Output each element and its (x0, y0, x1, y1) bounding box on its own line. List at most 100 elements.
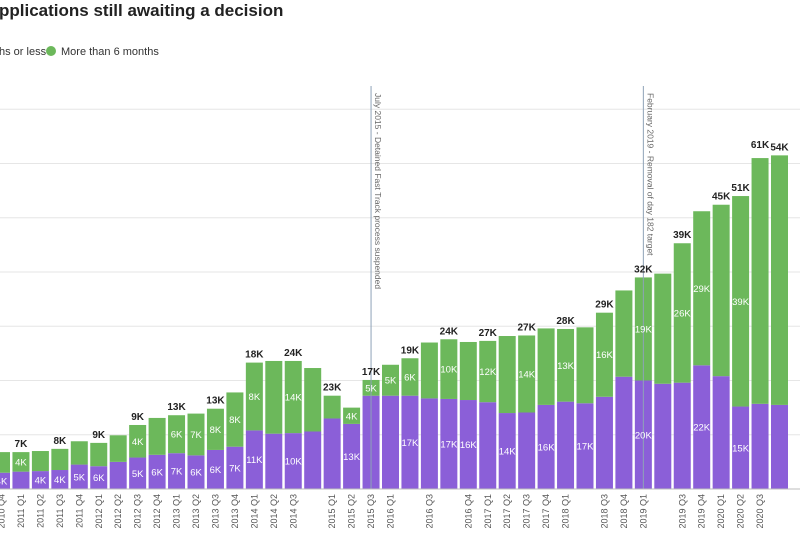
total-label: 29K (595, 300, 614, 311)
bar-six-months-or-less (576, 403, 594, 489)
total-label: 13K (206, 396, 225, 407)
total-label: 7K (15, 439, 29, 450)
bar-six-months-or-less (751, 403, 769, 489)
legend-marker-more-than-six-months (46, 46, 56, 56)
bar-more-than-six-months (771, 155, 788, 405)
bar-six-months-or-less (557, 401, 575, 489)
bar-more-than-six-months (168, 415, 186, 454)
total-label: 17K (362, 367, 381, 378)
bar-more-than-six-months (693, 211, 711, 366)
bar-more-than-six-months (343, 407, 361, 424)
bar-more-than-six-months (732, 196, 750, 407)
lower-segment-label: 6K (151, 467, 163, 478)
upper-segment-label: 8K (229, 415, 241, 426)
bar-six-months-or-less (206, 449, 224, 489)
x-tick-label: 2011 Q2 (35, 494, 45, 528)
bar-six-months-or-less (109, 461, 127, 489)
upper-segment-label: 4K (15, 457, 27, 468)
x-tick-label: 2015 Q1 (327, 494, 337, 529)
x-tick-label: 2020 Q2 (736, 494, 746, 529)
bar-six-months-or-less (226, 446, 244, 489)
bar-more-than-six-months (226, 392, 244, 447)
upper-segment-label: 29K (693, 284, 711, 295)
total-label: 28K (556, 316, 575, 327)
bar-more-than-six-months (498, 336, 516, 414)
bar-six-months-or-less (90, 466, 108, 489)
upper-segment-label: 10K (440, 365, 458, 376)
x-tick-label: 2018 Q3 (599, 494, 609, 529)
bar-more-than-six-months (440, 339, 458, 399)
bar-more-than-six-months (576, 327, 594, 404)
total-label: 8K (53, 436, 67, 447)
bar-six-months-or-less (673, 382, 691, 489)
total-label: 13K (167, 402, 186, 413)
total-label: 19K (401, 345, 420, 356)
total-label: 27K (517, 322, 536, 333)
bar-six-months-or-less (654, 383, 672, 489)
bar-more-than-six-months (459, 341, 477, 401)
x-tick-label: 2018 Q4 (619, 494, 629, 529)
x-tick-label: 2020 Q3 (755, 494, 765, 529)
bar-six-months-or-less (265, 433, 283, 489)
x-tick-label: 2015 Q3 (366, 494, 376, 529)
data-labels: 4K 7K 4K 4K 8K 4K 5K 9K 6K 9K 4K 5K 6K 13K 6K 7K 7K 6K 13K… (0, 140, 789, 487)
bar-six-months-or-less (693, 365, 711, 489)
legend-label-more-than-six-months: More than 6 months (61, 46, 159, 58)
upper-segment-label: 8K (210, 425, 222, 436)
total-label: 9K (131, 412, 145, 423)
annotation-text: February 2019 - Removal of day 182 targe… (645, 93, 655, 256)
bar-more-than-six-months (0, 452, 10, 473)
bar-more-than-six-months (129, 424, 147, 458)
lower-segment-label: 15K (732, 443, 750, 454)
bar-six-months-or-less (284, 433, 302, 489)
lower-segment-label: 16K (460, 440, 478, 451)
lower-segment-label: 17K (440, 439, 458, 450)
x-tick-label: 2013 Q4 (230, 494, 240, 529)
upper-segment-label: 12K (479, 367, 497, 378)
total-label: 27K (479, 328, 498, 339)
x-tick-label: 2011 Q4 (74, 494, 84, 528)
lower-segment-label: 13K (343, 452, 361, 463)
gridlines (0, 108, 800, 436)
x-tick-label: 2016 Q1 (386, 494, 396, 529)
bar-six-months-or-less (31, 471, 49, 489)
bar-more-than-six-months (187, 413, 205, 456)
chart-title: pplications still awaiting a decision (0, 1, 283, 20)
bar-six-months-or-less (615, 376, 633, 489)
x-axis: 2010 Q4 2011 Q1 2011 Q2 2011 Q3 2011 Q4 2012 … (0, 488, 800, 529)
bar-six-months-or-less (129, 457, 147, 489)
upper-segment-label: 6K (404, 372, 416, 383)
x-tick-label: 2015 Q2 (347, 494, 357, 529)
total-label: 45K (712, 192, 731, 203)
bar-six-months-or-less (343, 423, 361, 489)
bar-more-than-six-months (206, 408, 224, 450)
bar-six-months-or-less (245, 430, 263, 489)
x-tick-label: 2017 Q4 (541, 494, 551, 529)
bar-six-months-or-less (440, 398, 458, 489)
x-tick-label: 2012 Q3 (133, 494, 143, 529)
bar-six-months-or-less (168, 453, 186, 489)
upper-segment-label: 8K (249, 392, 261, 403)
bar-more-than-six-months (615, 290, 633, 377)
bar-six-months-or-less (187, 455, 205, 489)
bar-more-than-six-months (109, 435, 127, 462)
lower-segment-label: 5K (132, 469, 144, 480)
x-tick-label: 2017 Q1 (483, 494, 493, 529)
bar-more-than-six-months (751, 158, 769, 404)
bar-more-than-six-months (518, 335, 536, 413)
bar-more-than-six-months (712, 204, 730, 377)
bar-six-months-or-less (712, 376, 730, 489)
bar-six-months-or-less (12, 471, 30, 489)
legend-label-six-months-or-less: hs or less (0, 46, 47, 58)
lower-segment-label: 17K (401, 438, 419, 449)
x-tick-label: 2010 Q4 (0, 494, 7, 529)
total-label: 24K (440, 326, 459, 337)
lower-segment-label: 11K (246, 455, 263, 466)
bar-more-than-six-months (265, 360, 283, 434)
lower-segment-label: 7K (171, 467, 183, 478)
bars (0, 155, 788, 489)
bar-six-months-or-less (401, 395, 419, 489)
bar-six-months-or-less (304, 431, 322, 489)
x-tick-label: 2013 Q1 (172, 494, 182, 529)
